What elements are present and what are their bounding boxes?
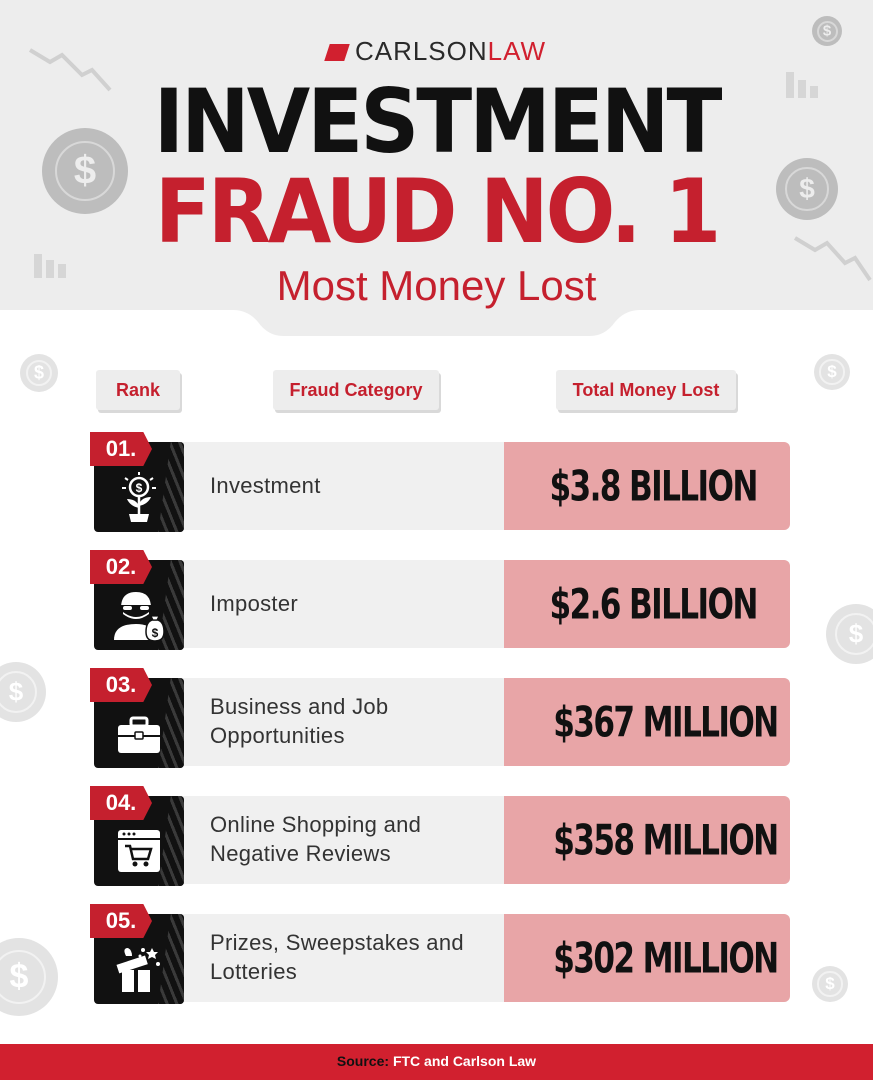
bar-decoration xyxy=(34,254,42,278)
amount-cell: $302 MILLION xyxy=(504,914,790,1002)
amount-cell: $3.8 BILLION xyxy=(504,442,790,530)
category-label: Business and Job Opportunities xyxy=(210,694,389,748)
brand-name: CARLSON xyxy=(354,36,488,66)
page-subtitle: Most Money Lost xyxy=(276,262,597,309)
source-note: Source: FTC and Carlson Law xyxy=(0,1053,873,1069)
logo-mark-icon xyxy=(324,44,350,61)
burglar-moneybag-icon: $ xyxy=(114,592,165,642)
brand-logo: CARLSONLAW xyxy=(0,36,873,67)
browser-cart-icon xyxy=(118,830,160,872)
svg-text:$: $ xyxy=(136,481,143,495)
table-row: $358 MILLION 04. Online Shopping and Neg… xyxy=(90,786,790,886)
bar-decoration xyxy=(810,86,818,98)
coin-decoration-icon: $ xyxy=(826,604,873,664)
amount-value: $3.8 BILLION xyxy=(549,461,758,511)
category-label: Online Shopping and Negative Reviews xyxy=(210,812,422,866)
plant-coin-icon: $ xyxy=(122,472,156,522)
coin-decoration-icon: $ xyxy=(20,354,58,392)
column-header-rank: Rank xyxy=(96,370,180,410)
header-shape xyxy=(0,0,873,340)
amount-cell: $367 MILLION xyxy=(504,678,790,766)
gift-box-icon xyxy=(116,948,160,992)
briefcase-icon xyxy=(118,716,160,753)
category-label: Investment xyxy=(210,472,321,498)
source-text: FTC and Carlson Law xyxy=(392,1053,537,1069)
bar-decoration xyxy=(786,72,794,98)
svg-text:$: $ xyxy=(152,626,159,640)
coin-decoration-icon: $ xyxy=(812,966,848,1002)
coin-decoration-icon: $ xyxy=(0,662,46,722)
rank-badge: 01. xyxy=(90,432,152,466)
table-row: $302 MILLION 05. Prizes, Sweepstakes and… xyxy=(90,904,790,1004)
amount-value: $358 MILLION xyxy=(553,815,779,865)
rank-badge: 04. xyxy=(90,786,152,820)
coin-decoration-icon: $ xyxy=(814,354,850,390)
coin-decoration-icon: $ xyxy=(42,128,128,214)
amount-cell: $358 MILLION xyxy=(504,796,790,884)
rank-badge: 03. xyxy=(90,668,152,702)
table-row: $3.8 BILLION $ 01. Investment xyxy=(90,432,790,532)
amount-value: $302 MILLION xyxy=(553,933,779,983)
amount-cell: $2.6 BILLION xyxy=(504,560,790,648)
header-panel xyxy=(0,0,873,340)
column-header-amount: Total Money Lost xyxy=(556,370,736,410)
rank-badge: 05. xyxy=(90,904,152,938)
table-row: $2.6 BILLION $ 02. Imposter xyxy=(90,550,790,650)
category-label: Imposter xyxy=(210,590,298,616)
column-header-category: Fraud Category xyxy=(273,370,439,410)
amount-value: $367 MILLION xyxy=(553,697,779,747)
brand-law: LAW xyxy=(487,36,547,66)
table-row: $367 MILLION 03. Business and Job Opport… xyxy=(90,668,790,768)
bar-decoration xyxy=(46,260,54,278)
bar-decoration xyxy=(58,264,66,278)
bar-decoration xyxy=(798,80,806,98)
coin-decoration-icon: $ xyxy=(776,158,838,220)
coin-decoration-icon: $ xyxy=(0,938,58,1016)
page-title-line2: FRAUD NO. 1 xyxy=(154,161,722,264)
page-title-line1: INVESTMENT xyxy=(153,71,723,174)
category-label: Prizes, Sweepstakes and Lotteries xyxy=(210,930,464,984)
source-label: Source: xyxy=(336,1053,390,1069)
footer-bar: Source: FTC and Carlson Law xyxy=(0,1044,873,1080)
rank-badge: 02. xyxy=(90,550,152,584)
amount-value: $2.6 BILLION xyxy=(549,579,758,629)
coin-decoration-icon: $ xyxy=(812,16,842,46)
